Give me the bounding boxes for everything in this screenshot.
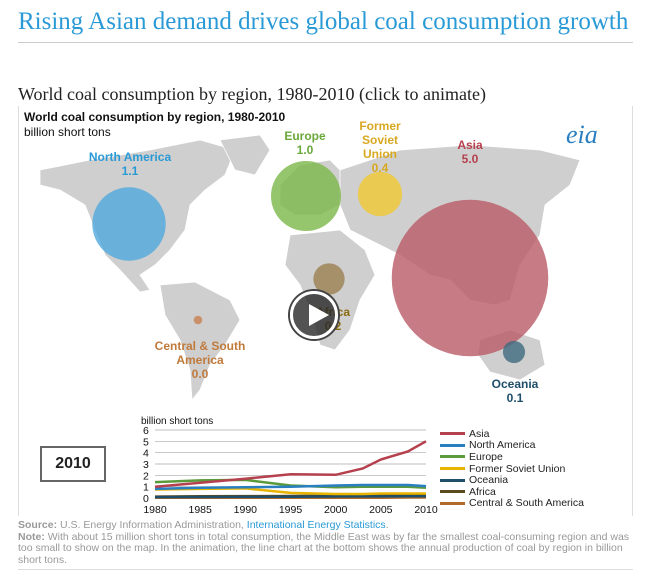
label-oceania: Oceania 0.1 <box>480 377 550 405</box>
legend-item: Africa <box>440 486 584 498</box>
x-tick-label: 1990 <box>234 504 258 516</box>
map-unit: billion short tons <box>24 125 111 139</box>
label-central-south-america: Central & South America 0.0 <box>140 339 260 381</box>
x-tick-label: 2005 <box>369 504 393 516</box>
y-tick-label: 1 <box>143 482 149 494</box>
source-label: Source: <box>18 519 58 531</box>
x-tick-label: 1980 <box>143 504 167 516</box>
region-name: Central & South America <box>154 339 246 367</box>
legend-swatch <box>440 490 465 494</box>
legend-item: Asia <box>440 428 584 440</box>
bubble-central-south-america <box>193 315 203 325</box>
region-value: 0.4 <box>371 161 389 175</box>
eia-logo: eia <box>566 120 598 149</box>
label-former-soviet-union: Former Soviet Union 0.4 <box>330 119 430 175</box>
region-name: North America <box>88 150 172 164</box>
y-axis-label: billion short tons <box>141 416 213 427</box>
source-text: U.S. Energy Information Administration, <box>60 519 244 531</box>
legend-swatch <box>440 432 465 436</box>
chart-legend: Asia North America Europe Former Soviet Uni… <box>440 428 584 509</box>
year-display: 2010 <box>40 446 106 482</box>
region-value: 0.0 <box>191 367 209 381</box>
legend-item: Europe <box>440 451 584 463</box>
label-north-america: North America 1.1 <box>70 150 190 178</box>
legend-label: Oceania <box>469 474 509 487</box>
page-subtitle: World coal consumption by region, 1980-2… <box>18 84 486 104</box>
play-button[interactable] <box>290 291 338 339</box>
legend-label: Europe <box>469 450 503 463</box>
legend-label: Central & South America <box>469 497 584 510</box>
x-tick-label: 1985 <box>188 504 212 516</box>
x-tick-label: 2000 <box>324 504 348 516</box>
bubble-north-america <box>92 187 166 261</box>
source-link[interactable]: International Energy Statistics <box>246 519 386 531</box>
region-value: 1.1 <box>121 164 139 178</box>
legend-swatch <box>440 455 465 459</box>
legend-swatch <box>440 478 465 482</box>
bubble-oceania <box>502 340 526 364</box>
south-america-land <box>159 281 241 402</box>
legend-label: Africa <box>469 485 496 498</box>
region-value: 0.1 <box>506 391 524 405</box>
y-tick-label: 2 <box>143 470 149 482</box>
bubble-former-soviet-union <box>357 171 403 217</box>
region-value: 1.0 <box>296 143 314 157</box>
legend-item: Central & South America <box>440 497 584 510</box>
legend-item: Oceania <box>440 474 584 486</box>
legend-swatch <box>440 501 465 505</box>
page-title: Rising Asian demand drives global coal c… <box>18 8 633 43</box>
label-asia: Asia 5.0 <box>440 138 500 166</box>
y-tick-label: 4 <box>143 448 149 460</box>
series-line-oceania <box>154 495 426 499</box>
series-line-north-america <box>154 483 427 491</box>
footnote: Source: U.S. Energy Information Administ… <box>18 519 633 570</box>
region-name: Former Soviet Union <box>359 119 401 161</box>
note-label: Note: <box>18 530 45 543</box>
region-name: Europe <box>284 129 326 143</box>
legend-item: Former Soviet Union <box>440 463 584 475</box>
legend-label: North America <box>469 439 536 452</box>
note-text: With about 15 million short tons in tota… <box>18 530 630 566</box>
series-line-former-soviet-union <box>154 487 426 496</box>
legend-swatch <box>440 467 465 471</box>
bubble-asia <box>391 199 549 357</box>
legend-label: Former Soviet Union <box>469 462 566 475</box>
greenland-land <box>219 134 271 176</box>
x-tick-label: 1995 <box>279 504 303 516</box>
bubble-africa <box>313 263 345 295</box>
bubble-europe <box>271 161 341 231</box>
legend-label: Asia <box>469 427 490 440</box>
region-name: Oceania <box>491 377 539 391</box>
animation-panel[interactable] <box>18 106 633 516</box>
label-europe: Europe 1.0 <box>270 129 340 157</box>
y-tick-label: 0 <box>143 493 149 505</box>
series-line-asia <box>154 440 427 488</box>
x-tick-label: 2010 <box>414 504 438 516</box>
legend-swatch <box>440 443 465 447</box>
region-value: 5.0 <box>461 152 479 166</box>
y-tick-label: 6 <box>143 425 149 437</box>
y-tick-label: 3 <box>143 459 149 471</box>
map-title: World coal consumption by region, 1980-2… <box>24 110 286 124</box>
legend-item: North America <box>440 439 584 452</box>
y-tick-label: 5 <box>143 436 149 448</box>
region-name: Asia <box>457 138 483 152</box>
